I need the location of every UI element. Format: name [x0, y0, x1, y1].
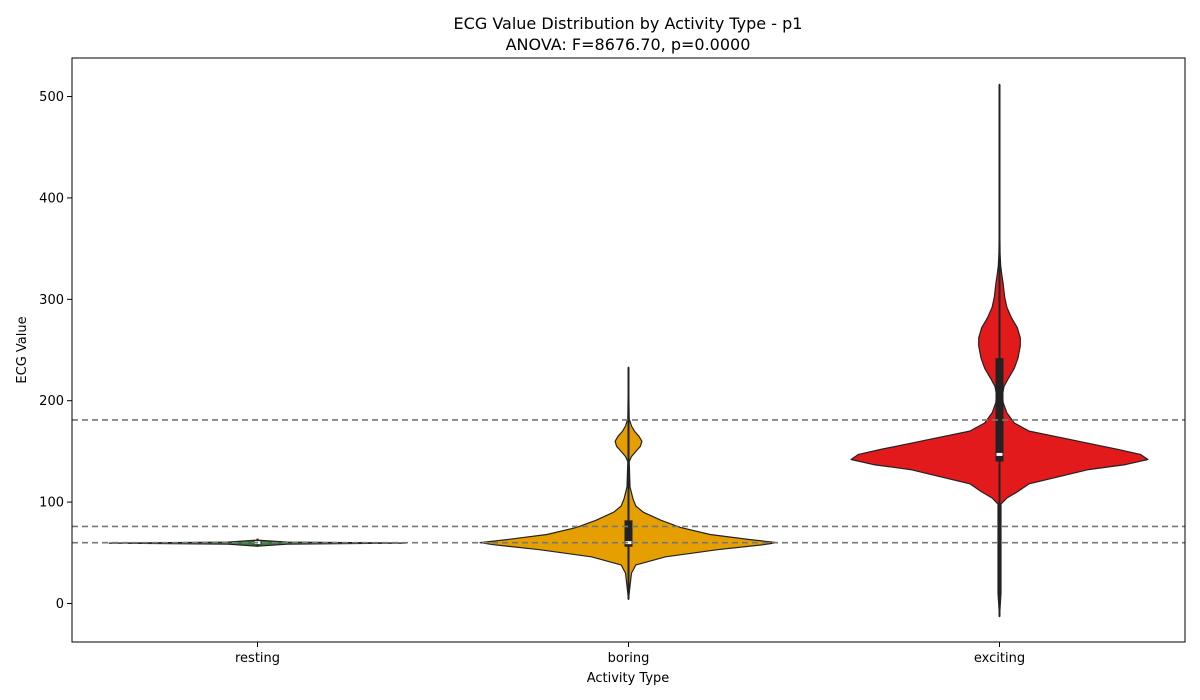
box-boring: [624, 520, 633, 547]
median-exciting: [996, 452, 1003, 456]
plot-frame: [71, 57, 1186, 643]
y-tick-label: 200: [39, 394, 64, 409]
x-tick-label: boring: [608, 651, 650, 666]
y-tick-label: 400: [39, 191, 64, 206]
box-exciting: [995, 358, 1004, 462]
y-axis-label: ECG Value: [15, 316, 30, 383]
y-tick-label: 300: [39, 293, 64, 308]
violins-layer: [108, 83, 1149, 618]
y-tick-label: 500: [39, 90, 64, 105]
x-tick-label: resting: [235, 651, 280, 666]
reference-lines-layer: [72, 419, 1185, 544]
y-tick-label: 0: [56, 597, 64, 612]
y-tick-label: 100: [39, 496, 64, 511]
chart-title: ECG Value Distribution by Activity Type …: [454, 14, 803, 33]
x-tick-label: exciting: [974, 651, 1025, 666]
median-boring: [625, 541, 632, 545]
chart-subtitle: ANOVA: F=8676.70, p=0.0000: [506, 35, 751, 54]
x-axis-label: Activity Type: [587, 671, 670, 686]
axes-layer: 0 100 200 300 400 500 resting boring exciting: [39, 90, 1025, 666]
